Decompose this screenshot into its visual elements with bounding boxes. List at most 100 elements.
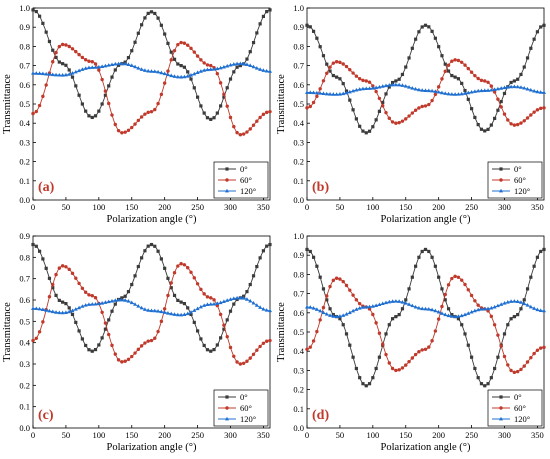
data-point xyxy=(535,255,540,259)
legend-marker xyxy=(225,395,229,399)
data-point xyxy=(525,360,530,364)
data-point xyxy=(334,92,339,96)
data-point xyxy=(241,61,246,66)
data-point xyxy=(60,310,65,315)
data-point xyxy=(502,85,507,90)
data-point xyxy=(84,109,88,113)
data-point xyxy=(198,69,203,73)
data-point xyxy=(192,50,196,54)
data-point xyxy=(466,343,470,347)
legend-label: 60° xyxy=(240,175,252,185)
data-point xyxy=(351,108,355,112)
data-point xyxy=(179,300,183,304)
y-tick-label: 0.4 xyxy=(19,118,30,128)
data-point xyxy=(116,297,121,302)
data-point xyxy=(186,70,190,74)
data-point xyxy=(341,313,346,317)
legend: 0°60°120° xyxy=(213,389,269,427)
data-point xyxy=(44,71,49,76)
x-tick-label: 300 xyxy=(224,202,237,212)
series-3 xyxy=(31,61,272,79)
data-point xyxy=(374,118,378,122)
data-point xyxy=(166,276,170,280)
data-point xyxy=(189,46,193,51)
data-point xyxy=(463,282,467,287)
data-point xyxy=(113,68,117,72)
x-tick-label: 50 xyxy=(336,430,345,440)
data-point xyxy=(446,283,451,287)
data-point xyxy=(357,77,362,81)
data-point xyxy=(417,255,421,259)
data-point xyxy=(268,242,272,247)
data-point xyxy=(496,355,500,359)
data-point xyxy=(175,312,180,317)
data-point xyxy=(93,296,98,300)
data-point xyxy=(515,84,520,89)
data-point xyxy=(176,62,180,66)
data-point xyxy=(169,50,173,54)
data-point xyxy=(374,303,379,307)
data-point xyxy=(328,65,332,69)
data-point xyxy=(308,345,312,349)
data-point xyxy=(321,54,326,58)
data-point xyxy=(493,366,497,371)
y-tick-label: 0.6 xyxy=(19,295,30,305)
data-point xyxy=(525,303,530,307)
data-point xyxy=(107,101,111,106)
x-tick-label: 50 xyxy=(62,430,71,440)
data-point xyxy=(212,116,216,120)
data-point xyxy=(265,9,269,14)
data-point xyxy=(384,92,388,96)
data-point xyxy=(407,302,412,306)
data-point xyxy=(192,320,196,325)
data-point xyxy=(525,56,530,60)
data-point xyxy=(387,85,391,89)
y-tick-label: 1.0 xyxy=(293,231,304,241)
data-point xyxy=(153,336,157,340)
data-point xyxy=(305,23,309,27)
data-point xyxy=(212,67,217,71)
data-point xyxy=(528,87,533,92)
data-point xyxy=(334,60,339,64)
legend-label: 120° xyxy=(514,414,530,424)
data-point xyxy=(179,40,183,45)
data-point xyxy=(347,310,352,315)
data-point xyxy=(473,366,477,371)
data-point xyxy=(305,247,309,252)
data-point xyxy=(225,334,229,339)
data-point xyxy=(106,299,111,304)
data-point xyxy=(215,301,220,305)
data-point xyxy=(532,306,537,310)
data-point xyxy=(113,61,118,66)
data-point xyxy=(516,313,520,317)
data-point xyxy=(486,382,490,386)
data-point xyxy=(413,352,418,357)
data-point xyxy=(225,298,230,302)
data-point xyxy=(443,91,448,95)
legend-marker xyxy=(499,395,503,399)
data-point xyxy=(133,274,137,278)
data-point xyxy=(40,71,45,76)
data-point xyxy=(44,30,48,34)
legend-label: 0° xyxy=(240,392,248,402)
data-point xyxy=(348,98,352,102)
data-point xyxy=(258,256,262,260)
data-point xyxy=(57,60,61,64)
data-point xyxy=(397,299,402,303)
data-point xyxy=(334,276,339,280)
data-point xyxy=(502,354,507,359)
data-point xyxy=(476,376,480,380)
data-point xyxy=(387,116,391,120)
data-point xyxy=(90,65,95,69)
y-tick-label: 0.3 xyxy=(293,137,304,147)
data-point xyxy=(519,367,523,372)
data-point xyxy=(519,121,523,125)
y-tick-label: 0.2 xyxy=(19,380,30,390)
data-point xyxy=(469,89,474,94)
x-tick-label: 350 xyxy=(531,430,544,440)
data-point xyxy=(479,127,484,131)
data-point xyxy=(232,70,236,74)
data-point xyxy=(522,301,527,306)
data-point xyxy=(93,62,98,66)
data-point xyxy=(311,339,316,343)
